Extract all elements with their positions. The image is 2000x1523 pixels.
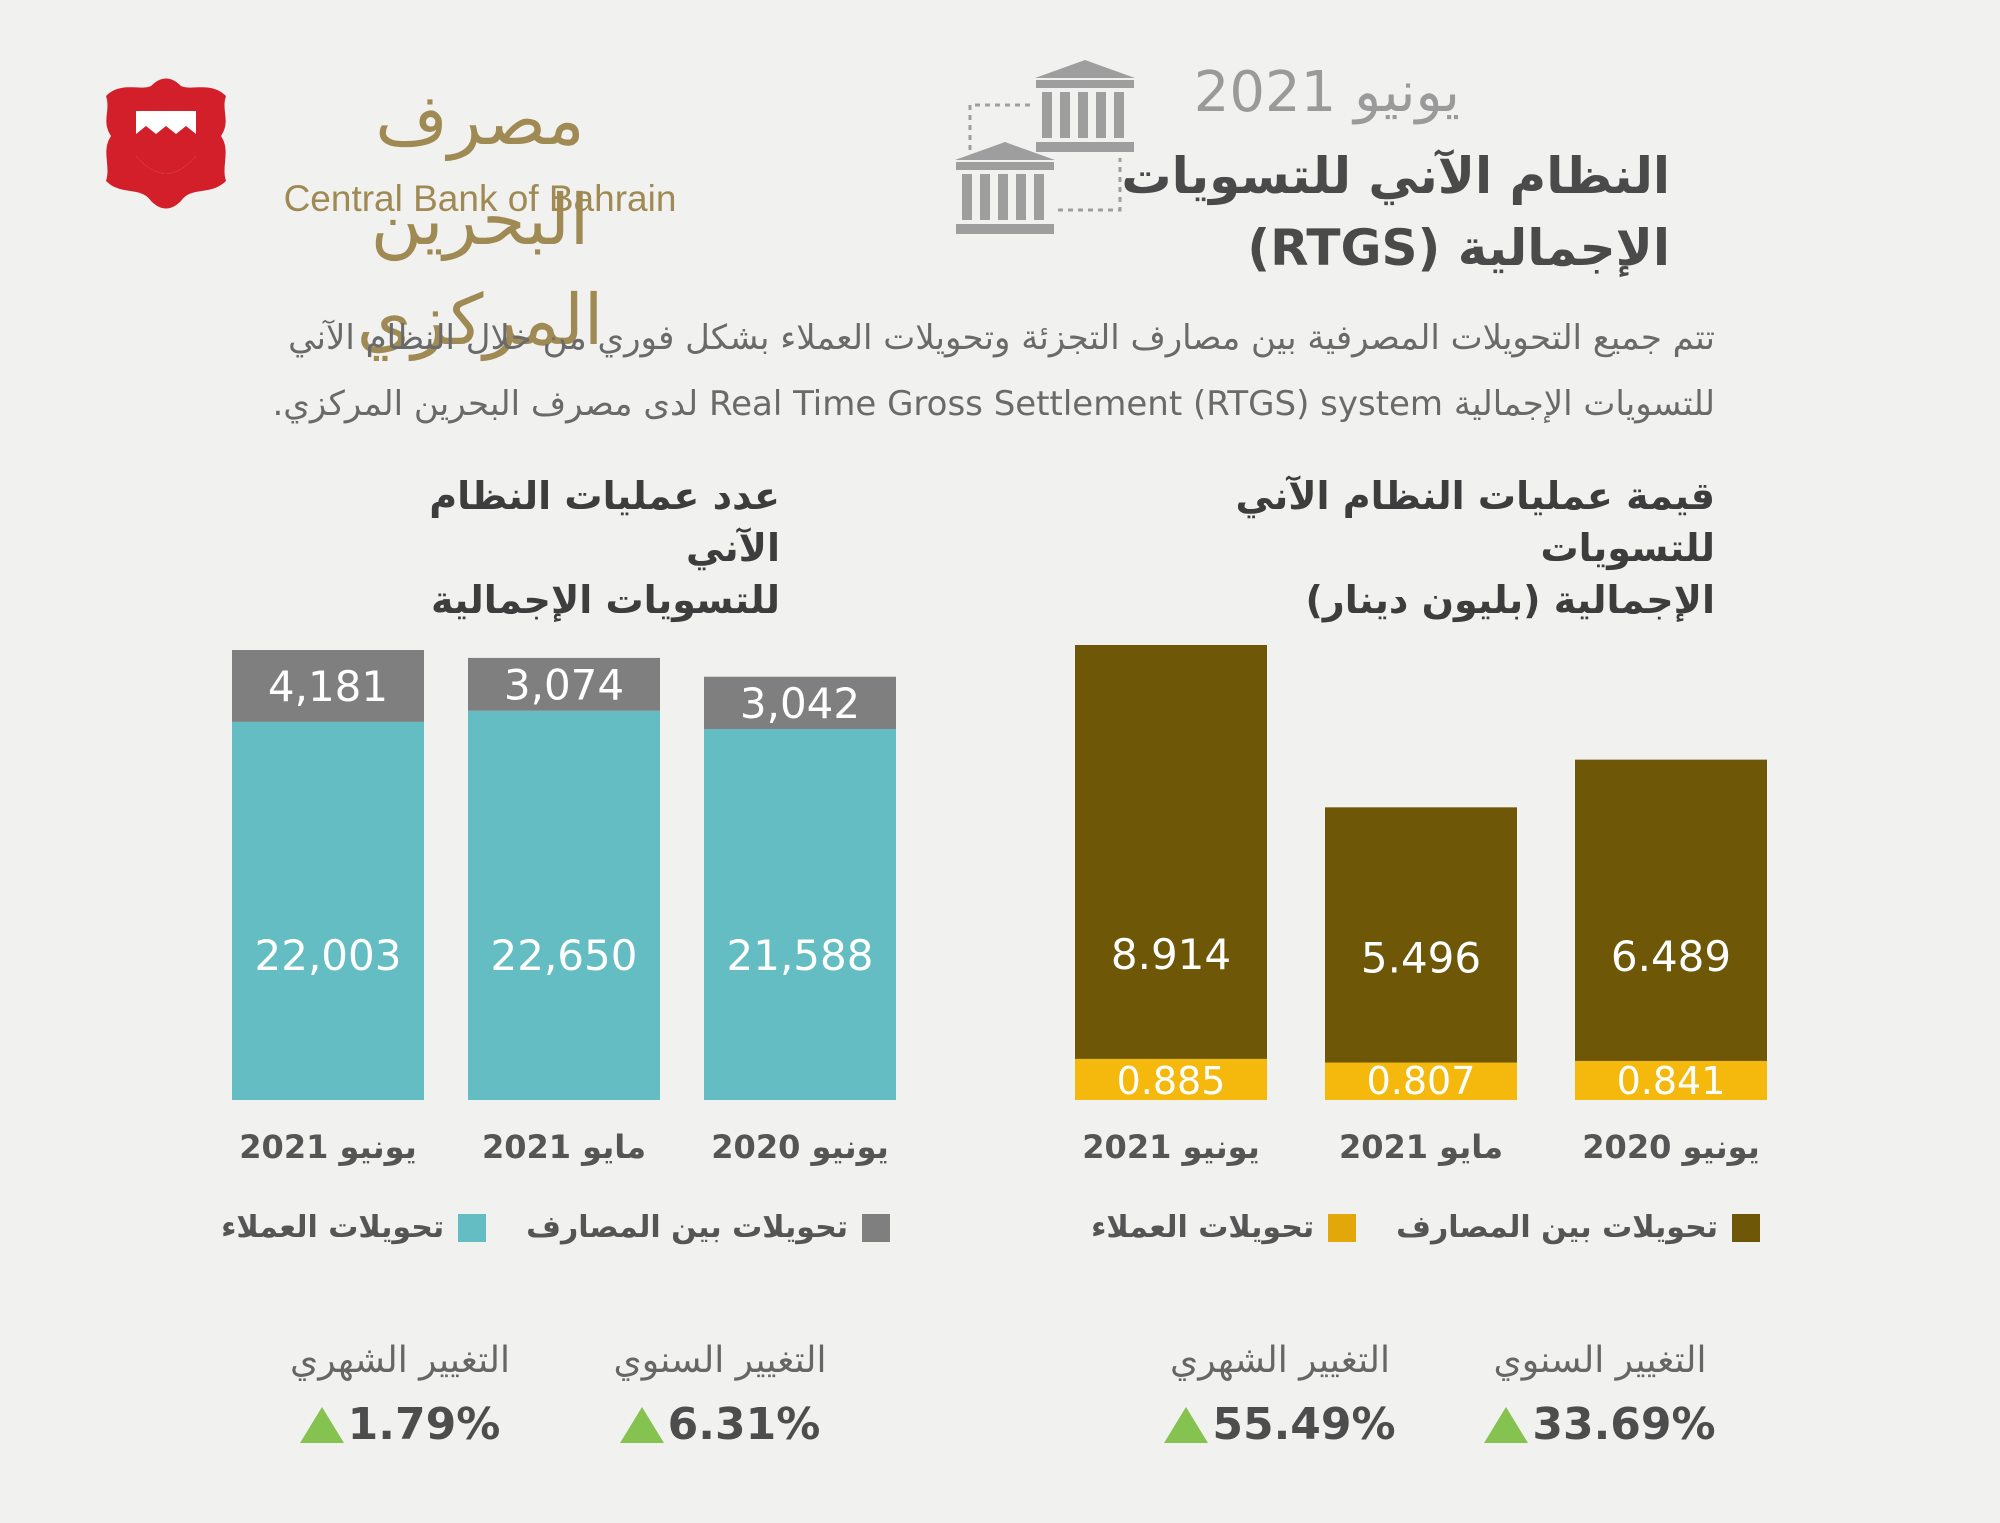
- stat-label: التغيير السنوي: [1493, 1340, 1707, 1381]
- legend-swatch-customer: [1328, 1213, 1357, 1242]
- page-title-line1: النظام الآني للتسويات: [1121, 147, 1670, 205]
- data-label-count-customer: 22,003: [255, 931, 402, 980]
- count-monthly-change: التغيير الشهري 1.79%: [240, 1340, 560, 1450]
- data-label-value-customer: 0.885: [1117, 1059, 1226, 1103]
- category-label: يونيو 2020: [1582, 1128, 1759, 1166]
- data-label-count-interbank: 3,042: [740, 679, 860, 728]
- bar-count-interbank: [232, 650, 424, 722]
- bar-value-customer: [1075, 1058, 1267, 1100]
- stat-value: 55.49%: [1212, 1399, 1396, 1450]
- value-chart-title-line2: الإجمالية (بليون دينار): [1305, 578, 1715, 622]
- report-date: يونيو 2021: [1193, 60, 1460, 125]
- page-title: النظام الآني للتسويات الإجمالية (RTGS): [1100, 140, 1670, 284]
- value-chart-title-line1: قيمة عمليات النظام الآني للتسويات: [1235, 474, 1716, 570]
- category-label: يونيو 2020: [711, 1128, 888, 1166]
- data-label-value-interbank: 5.496: [1361, 934, 1481, 983]
- logo-arabic-name: مصرف البحرين المركزي: [356, 79, 604, 361]
- bar-value-interbank: [1075, 645, 1267, 1059]
- count-annual-change: التغيير السنوي 6.31%: [560, 1340, 880, 1450]
- value-monthly-change: التغيير الشهري 55.49%: [1120, 1340, 1440, 1450]
- data-label-count-customer: 22,650: [491, 931, 638, 980]
- category-label: يونيو 2021: [239, 1128, 416, 1166]
- legend-interbank-count: تحويلات بين المصارف: [526, 1210, 890, 1245]
- bank-transfer-icon: [955, 60, 1135, 234]
- value-chart-title: قيمة عمليات النظام الآني للتسويات الإجما…: [1060, 470, 1716, 626]
- bar-count-customer: [468, 710, 660, 1100]
- count-chart-legend: تحويلات بين المصارف تحويلات العملاء: [200, 1210, 890, 1245]
- data-label-value-interbank: 6.489: [1611, 932, 1731, 981]
- page-title-line2: الإجمالية (RTGS): [1247, 219, 1670, 277]
- count-chart-title-line1: عدد عمليات النظام الآني: [429, 474, 780, 570]
- value-annual-change: التغيير السنوي 33.69%: [1440, 1340, 1760, 1450]
- bar-count-interbank: [704, 676, 896, 729]
- stat-value-row: 1.79%: [240, 1399, 560, 1450]
- legend-label: تحويلات العملاء: [221, 1210, 445, 1245]
- legend-interbank-value: تحويلات بين المصارف: [1396, 1210, 1760, 1245]
- category-label: مايو 2021: [1339, 1128, 1503, 1166]
- intro-line1: تتم جميع التحويلات المصرفية بين مصارف ال…: [288, 318, 1715, 358]
- legend-label: تحويلات العملاء: [1091, 1210, 1315, 1245]
- bar-value-interbank: [1325, 807, 1517, 1063]
- value-chart-legend: تحويلات بين المصارف تحويلات العملاء: [1060, 1210, 1760, 1245]
- bar-count-interbank: [468, 657, 660, 711]
- up-triangle-icon: [1484, 1406, 1529, 1443]
- legend-customer-value: تحويلات العملاء: [1091, 1210, 1357, 1245]
- up-triangle-icon: [1164, 1406, 1209, 1443]
- bar-value-customer: [1575, 1060, 1767, 1100]
- count-chart-title: عدد عمليات النظام الآني للتسويات الإجمال…: [330, 470, 780, 626]
- up-triangle-icon: [619, 1406, 664, 1443]
- stat-label: التغيير السنوي: [613, 1340, 827, 1381]
- bar-value-customer: [1325, 1062, 1517, 1100]
- bar-count-customer: [704, 728, 896, 1100]
- intro-text: تتم جميع التحويلات المصرفية بين مصارف ال…: [200, 305, 1716, 437]
- data-label-count-interbank: 3,074: [504, 660, 624, 709]
- data-label-count-interbank: 4,181: [268, 662, 388, 711]
- category-label: مايو 2021: [482, 1128, 646, 1166]
- legend-swatch-customer: [458, 1213, 487, 1242]
- count-chart-title-line2: للتسويات الإجمالية: [430, 578, 780, 622]
- stat-label: التغيير الشهري: [290, 1340, 510, 1381]
- logo-english-name: Central Bank of Bahrain: [283, 178, 677, 219]
- legend-swatch-interbank: [1732, 1213, 1760, 1242]
- stat-value: 6.31%: [667, 1399, 821, 1450]
- up-triangle-icon: [299, 1406, 344, 1443]
- stat-value-row: 6.31%: [560, 1399, 880, 1450]
- stat-value-row: 55.49%: [1120, 1399, 1440, 1450]
- stat-value-row: 33.69%: [1440, 1399, 1760, 1450]
- data-label-value-interbank: 8.914: [1111, 930, 1231, 979]
- bar-count-customer: [232, 721, 424, 1100]
- stat-value: 1.79%: [347, 1399, 501, 1450]
- data-label-value-customer: 0.841: [1617, 1059, 1726, 1103]
- legend-label: تحويلات بين المصارف: [1396, 1210, 1718, 1245]
- value-chart: 0.885 8.914 يونيو 2021 0.807 5.496 مايو 2021 0…: [1075, 645, 1767, 1166]
- bar-value-interbank: [1575, 759, 1767, 1061]
- stat-value: 33.69%: [1532, 1399, 1716, 1450]
- category-label: يونيو 2021: [1082, 1128, 1259, 1166]
- intro-line2: للتسويات الإجمالية Real Time Gross Settl…: [272, 384, 1716, 424]
- bahrain-emblem-icon: [106, 78, 226, 209]
- stat-label: التغيير الشهري: [1170, 1340, 1390, 1381]
- legend-customer-count: تحويلات العملاء: [221, 1210, 487, 1245]
- legend-swatch-interbank: [862, 1213, 890, 1242]
- data-label-value-customer: 0.807: [1367, 1059, 1476, 1103]
- count-chart: 22,003 4,181 يونيو 2021 22,650 3,074 مايو 202…: [232, 650, 896, 1166]
- legend-label: تحويلات بين المصارف: [526, 1210, 848, 1245]
- data-label-count-customer: 21,588: [727, 931, 874, 980]
